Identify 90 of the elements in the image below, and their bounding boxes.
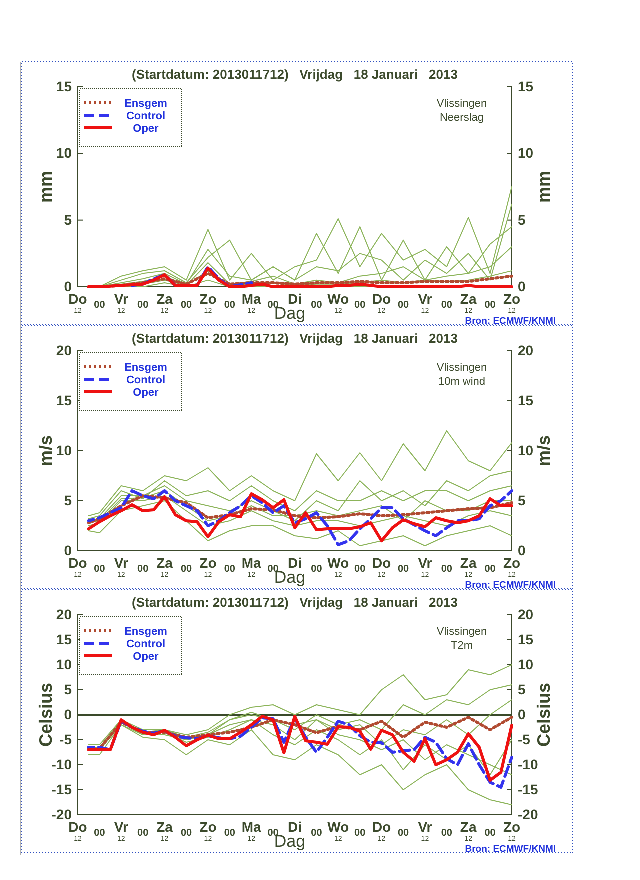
x-tick-label: 00: [441, 300, 453, 311]
x-tick-label: 00: [94, 828, 106, 839]
y-tick-label: -10: [52, 756, 72, 772]
y-tick-label: -15: [52, 781, 72, 798]
y-axis-title: Celsius: [36, 682, 56, 748]
x-tick-label: 00: [398, 564, 410, 575]
x-tick-label: 00: [180, 300, 192, 311]
y-axis-title: m/s: [36, 435, 56, 467]
chart-title: (Startdatum: 2013011712) Vrijdag 18 Januari 2013: [132, 67, 458, 82]
y2-tick-label: 5: [518, 681, 526, 698]
x-tick-label: 00: [224, 564, 236, 575]
x-tick-label: 00: [138, 828, 150, 839]
x-tick-label: Di: [288, 291, 302, 307]
x-tick-label: 00: [224, 828, 236, 839]
text: Bron: ECMWF/KNMI: [465, 580, 556, 591]
x-tick-label: 00: [354, 564, 366, 575]
annotation: Vlissingen T2m: [436, 626, 488, 652]
y2-tick-label: 0: [518, 542, 526, 558]
x-tick-label: 00: [398, 300, 410, 311]
x-tick-label: 00: [180, 828, 192, 839]
y2-tick-label: 20: [518, 342, 534, 358]
legend-label: Ensgem: [124, 98, 168, 110]
y2-axis-title: m/s: [534, 435, 554, 467]
legend-label: Oper: [133, 387, 160, 399]
y-tick-label: 10: [56, 145, 72, 162]
y-axis-title: mm: [36, 170, 56, 204]
y-tick-label: 20: [56, 342, 72, 358]
y2-tick-label: 0: [518, 278, 526, 294]
legend-label: Control: [126, 110, 166, 122]
x-tick-label: 00: [354, 300, 366, 311]
y2-tick-label: 20: [518, 606, 534, 622]
y-tick-label: 5: [64, 212, 72, 228]
y2-tick-label: 15: [518, 631, 534, 648]
annotation: Vlissingen Neerslag: [436, 98, 488, 124]
x-tick-label: 00: [441, 564, 453, 575]
y-tick-label: 0: [64, 542, 72, 558]
y2-tick-label: 15: [518, 392, 534, 408]
x-tick-label: 00: [484, 828, 496, 839]
y2-tick-label: -10: [518, 756, 538, 772]
chart-title: (Startdatum: 2013011712) Vrijdag 18 Januari 2013: [132, 331, 458, 346]
text: Bron: ECMWF/KNMI: [465, 844, 556, 855]
legend-label: Ensgem: [124, 626, 168, 638]
y2-tick-label: -15: [518, 781, 538, 798]
x-tick-label: 00: [311, 300, 323, 311]
y2-tick-label: -5: [518, 731, 531, 748]
y-tick-label: 15: [56, 392, 72, 408]
legend-label: Oper: [133, 651, 160, 663]
y2-axis-title: Celsius: [534, 682, 554, 748]
x-tick-label: 00: [311, 828, 323, 839]
y-tick-label: 0: [64, 706, 72, 722]
annotation: Vlissingen 10m wind: [436, 362, 488, 388]
chart-title: (Startdatum: 2013011712) Vrijdag 18 Januari 2013: [132, 595, 458, 610]
legend-label: Oper: [133, 123, 160, 135]
x-tick-label: 00: [224, 300, 236, 311]
text: Bron: ECMWF/KNMI: [465, 316, 556, 327]
x-tick-label: Di: [288, 555, 302, 571]
x-tick-label: 00: [484, 564, 496, 575]
y2-tick-label: 15: [518, 78, 534, 94]
x-tick-label: 00: [441, 828, 453, 839]
y2-tick-label: 10: [518, 145, 534, 162]
y-tick-label: -20: [52, 806, 72, 822]
y-tick-label: 10: [56, 442, 72, 458]
y-tick-label: 20: [56, 606, 72, 622]
y-tick-label: 5: [64, 681, 72, 698]
y-tick-label: -5: [60, 731, 72, 748]
x-tick-label: 00: [484, 300, 496, 311]
y2-tick-label: 5: [518, 492, 526, 508]
y2-tick-label: -20: [518, 806, 538, 822]
legend-label: Control: [126, 638, 166, 650]
y-tick-label: 15: [56, 78, 72, 94]
y2-tick-label: 0: [518, 706, 526, 722]
y-tick-label: 10: [56, 656, 72, 672]
x-tick-label: 00: [94, 564, 106, 575]
x-tick-label: Di: [288, 819, 302, 835]
x-tick-label: 00: [354, 828, 366, 839]
y2-tick-label: 10: [518, 442, 534, 458]
x-tick-label: 00: [180, 564, 192, 575]
y2-axis-title: mm: [534, 170, 554, 204]
y-tick-label: 5: [64, 492, 72, 508]
legend-label: Ensgem: [124, 362, 168, 374]
y2-tick-label: 10: [518, 656, 534, 672]
x-tick-label: 00: [398, 828, 410, 839]
x-tick-label: 00: [138, 564, 150, 575]
x-tick-label: 00: [311, 564, 323, 575]
y-tick-label: 15: [56, 631, 72, 648]
y2-tick-label: 5: [518, 212, 526, 228]
x-tick-label: 00: [138, 300, 150, 311]
x-tick-label: 00: [94, 300, 106, 311]
y-tick-label: 0: [64, 278, 72, 294]
legend-label: Control: [126, 374, 166, 386]
